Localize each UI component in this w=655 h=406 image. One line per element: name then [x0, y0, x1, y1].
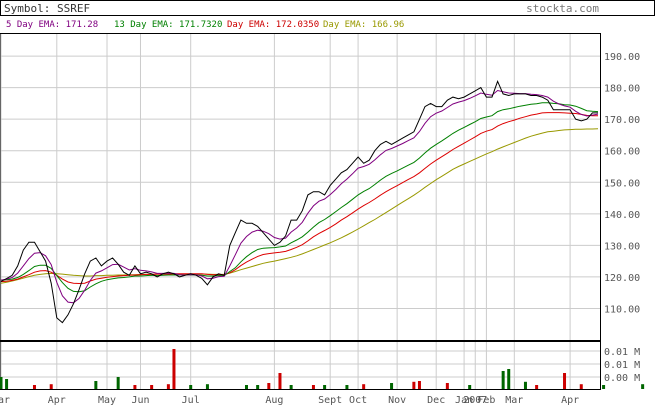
x-tick-label: Aug — [265, 395, 283, 406]
volume-bar — [468, 385, 472, 389]
volume-bar — [172, 349, 176, 389]
x-tick-label: Apr — [48, 395, 66, 406]
site-label[interactable]: stockta.com — [526, 2, 599, 15]
x-tick-label: 2007 — [463, 395, 487, 406]
price-panel — [0, 33, 601, 341]
volume-bar — [345, 385, 349, 389]
volume-bar — [5, 379, 9, 389]
x-axis: Mar Apr May Jun Jul Aug Sept Oct Nov Dec Jan2007Fe… — [0, 395, 579, 406]
volume-bar — [563, 373, 567, 389]
x-tick-label: Dec — [427, 395, 445, 406]
volume-bar — [311, 385, 315, 389]
x-tick-label: Jan — [455, 395, 473, 406]
price-grid — [0, 34, 600, 340]
volume-panel — [0, 341, 601, 390]
y-tick-label: 120.00 — [604, 273, 640, 284]
legend: 5 Day EMA: 171.28 13 Day EMA: 171.7320 D… — [6, 20, 404, 30]
legend-ema-red: Day EMA: 172.0350 — [227, 20, 319, 30]
volume-bar — [189, 385, 193, 389]
x-tick-label: Jul — [182, 395, 200, 406]
legend-ema13: 13 Day EMA: 171.7320 — [114, 20, 222, 30]
x-tick-label: May — [98, 395, 116, 406]
volume-bar — [244, 385, 248, 389]
volume-bar — [49, 384, 53, 389]
volume-bar — [412, 381, 416, 389]
volume-bar — [205, 384, 209, 389]
y-tick-label: 170.00 — [604, 115, 640, 126]
vol-y-tick-label: 0.00 M — [604, 373, 640, 384]
x-tick-label: Nov — [388, 395, 406, 406]
volume-bar — [94, 381, 98, 389]
series-ema_red — [0, 112, 598, 285]
volume-bar — [166, 384, 170, 389]
series-ema_olive — [0, 128, 599, 284]
site-link[interactable]: stockta.com — [526, 2, 599, 15]
vol-y-tick-label: 0.01 M — [604, 347, 640, 358]
price-y-axis: 110.00 120.00 130.00 140.00 150.00 160.00 170.… — [604, 52, 640, 315]
volume-grid — [0, 342, 600, 389]
y-tick-label: 130.00 — [604, 241, 640, 252]
vol-y-tick-label: 0.01 M — [604, 360, 640, 371]
volume-bar — [267, 383, 271, 389]
volume-bar — [523, 381, 527, 389]
volume-bar — [0, 377, 3, 389]
x-tick-label: Mar — [0, 395, 10, 406]
series-ema5 — [0, 89, 599, 304]
y-tick-label: 160.00 — [604, 147, 640, 158]
volume-y-axis: 0.01 M 0.01 M 0.00 M — [604, 347, 640, 384]
series-ema13 — [0, 102, 599, 293]
symbol-label: Symbol: SSREF — [4, 2, 90, 15]
x-tick-label: Feb — [477, 395, 495, 406]
volume-bar — [507, 369, 511, 389]
volume-bar — [535, 385, 539, 389]
x-tick-label: Apr — [561, 395, 579, 406]
x-tick-label: Oct — [349, 395, 367, 406]
x-tick-label: Mar — [505, 395, 523, 406]
series-lines — [0, 79, 599, 324]
y-tick-label: 190.00 — [604, 52, 640, 63]
y-tick-label: 150.00 — [604, 178, 640, 189]
volume-bar — [133, 385, 137, 389]
y-tick-label: 180.00 — [604, 84, 640, 95]
x-tick-label: Jun — [131, 395, 149, 406]
volume-bar — [116, 377, 120, 389]
volume-bar — [579, 384, 583, 389]
volume-bar — [390, 383, 394, 389]
volume-bar — [641, 384, 645, 389]
y-tick-label: 140.00 — [604, 210, 640, 221]
y-tick-label: 110.00 — [604, 304, 640, 315]
volume-bar — [150, 385, 154, 389]
volume-bar — [323, 385, 327, 389]
volume-bar — [362, 384, 366, 389]
series-price — [0, 79, 598, 324]
volume-bar — [445, 383, 449, 389]
volume-bar — [501, 371, 505, 389]
volume-bar — [602, 385, 606, 389]
legend-ema5: 5 Day EMA: 171.28 — [6, 20, 98, 30]
legend-ema-olive: Day EMA: 166.96 — [323, 20, 404, 30]
x-tick-label: Sept — [318, 395, 342, 406]
volume-bar — [417, 381, 421, 389]
volume-bars — [0, 349, 645, 389]
volume-bar — [278, 373, 282, 389]
volume-bar — [256, 385, 260, 389]
volume-bar — [32, 385, 36, 389]
volume-bar — [289, 385, 293, 389]
